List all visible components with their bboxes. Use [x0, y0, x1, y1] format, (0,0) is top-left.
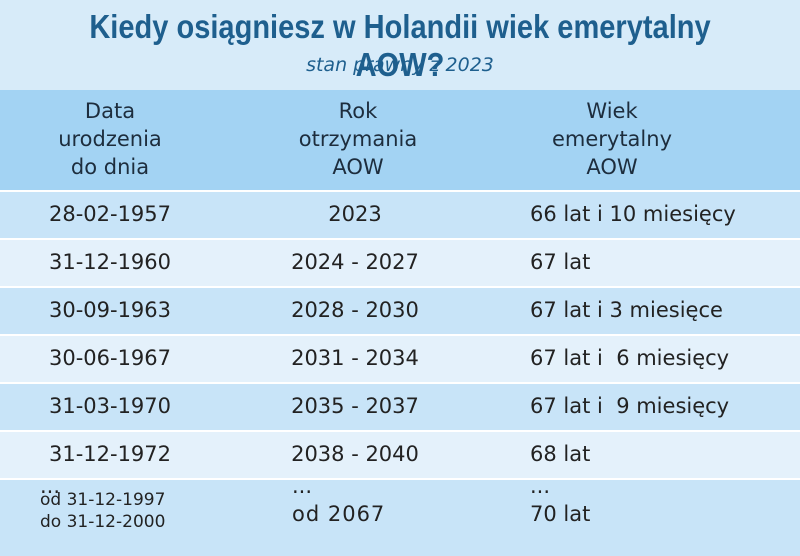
cell: 2024 - 2027: [291, 250, 419, 274]
header-cell: Wiek: [586, 99, 638, 123]
row-band: [0, 286, 800, 334]
header-band: [0, 90, 800, 190]
row-band: [0, 238, 800, 286]
header-cell: emerytalny: [551, 127, 673, 151]
cell: ...: [530, 474, 551, 498]
cell: 66 lat i 10 miesięcy: [530, 202, 736, 226]
header-cell: AOW: [586, 155, 638, 179]
cell: 67 lat i 6 miesięcy: [530, 346, 730, 370]
cell: 30-09-1963: [48, 298, 172, 322]
header-cell: otrzymania: [298, 127, 418, 151]
cell: od 2067: [292, 502, 386, 526]
cell: 67 lat i 9 miesięcy: [530, 394, 730, 418]
cell: 31-12-1960: [48, 250, 172, 274]
header-cell: AOW: [332, 155, 384, 179]
title: Kiedy osiągniesz w Holandii wiek emeryta…: [89, 8, 711, 83]
cell: do 31-12-2000: [40, 512, 166, 532]
cell: 67 lat: [530, 250, 591, 274]
row-band: [0, 382, 800, 430]
cell: 2028 - 2030: [291, 298, 419, 322]
cell: 2035 - 2037: [291, 394, 419, 418]
cell: 31-03-1970: [48, 394, 172, 418]
cell: 68 lat: [530, 442, 591, 466]
row-band: [0, 334, 800, 382]
cell: 31-12-1972: [48, 442, 172, 466]
row-band: [0, 478, 800, 556]
cell: 28-02-1957: [48, 202, 172, 226]
header-cell: urodzenia: [58, 127, 162, 151]
cell: 2023: [328, 202, 382, 226]
title-band: [0, 0, 800, 90]
header-cell: do dnia: [70, 155, 150, 179]
cell: ...: [40, 474, 61, 498]
row-band: [0, 190, 800, 238]
header-cell: Data: [84, 99, 136, 123]
cell: od 31-12-1997: [40, 490, 166, 510]
cell: ...: [292, 474, 313, 498]
subtitle: stan prawny z 2023: [306, 54, 494, 76]
header-cell: Rok: [338, 99, 378, 123]
cell: 2031 - 2034: [291, 346, 419, 370]
cell: 70 lat: [530, 502, 591, 526]
cell: 30-06-1967: [48, 346, 172, 370]
cell: 2038 - 2040: [291, 442, 419, 466]
row-band: [0, 430, 800, 478]
cell: 67 lat i 3 miesięce: [530, 298, 723, 322]
